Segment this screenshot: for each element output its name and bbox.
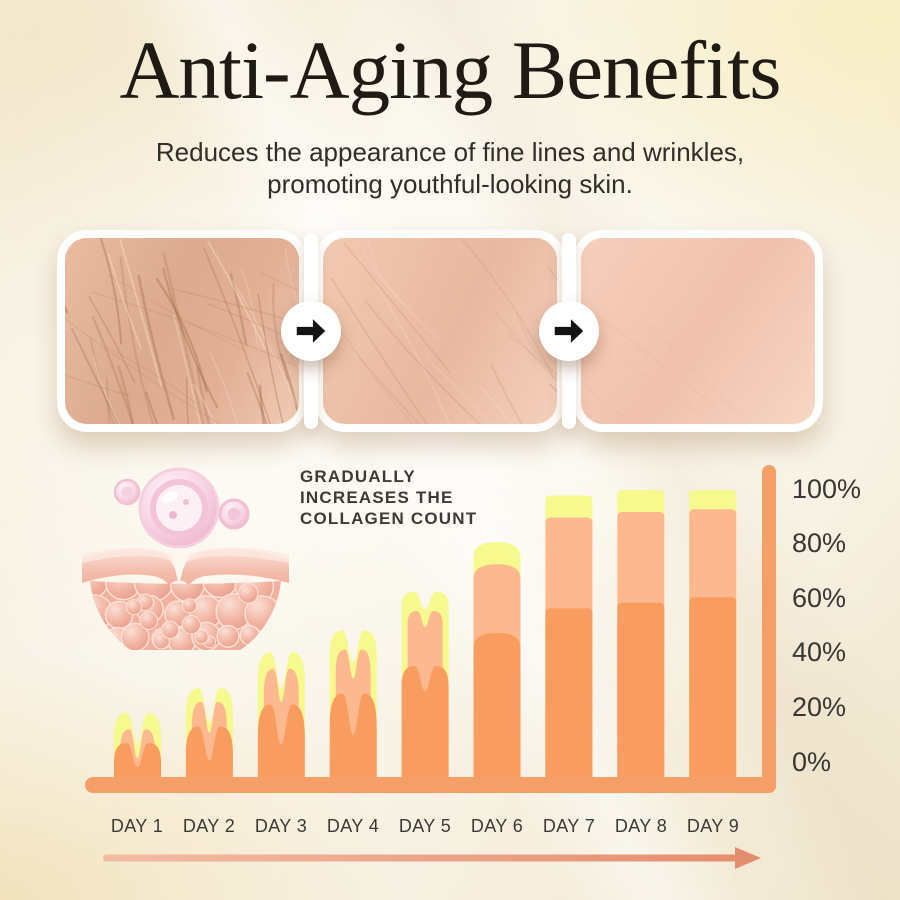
wrinkle-texture-light [323, 238, 557, 424]
bar-layer [329, 693, 377, 787]
subtitle-line-2: promoting youthful-looking skin. [267, 169, 633, 199]
bar-layer [401, 666, 449, 787]
x-tick-day2: DAY 2 [182, 816, 236, 836]
bar-layer [473, 633, 521, 787]
x-tick-day7: DAY 7 [542, 816, 596, 836]
y-tick: 40% [792, 637, 847, 667]
serum-collagen-skin-illustration-icon [82, 467, 289, 650]
y-tick: 80% [792, 528, 847, 558]
y-tick: 60% [792, 583, 847, 613]
bar-layer [257, 704, 305, 787]
page-title: Anti-Aging Benefits [119, 24, 781, 116]
x-tick-day6: DAY 6 [470, 816, 524, 836]
bar-layer [185, 726, 233, 787]
annotation-line-3: COLLAGEN COUNT [300, 509, 478, 528]
x-tick-day5: DAY 5 [398, 816, 452, 836]
bar-layer [545, 608, 593, 787]
x-tick-day3: DAY 3 [254, 816, 308, 836]
y-tick: 20% [792, 692, 847, 722]
smooth-skin-texture [581, 317, 744, 424]
chart-axis [762, 465, 776, 793]
chart-axis [85, 777, 776, 793]
y-tick: 100% [792, 474, 862, 504]
x-tick-day8: DAY 8 [614, 816, 668, 836]
page-subtitle: Reduces the appearance of fine lines and… [0, 136, 900, 200]
annotation-line-2: INCREASES THE [300, 488, 454, 507]
collagen-count-bar-chart [85, 465, 776, 793]
x-axis-labels: DAY 1 DAY 2 DAY 3 DAY 4 DAY 5 DAY 6 DAY … [101, 816, 749, 837]
wrinkle-texture-heavy [65, 238, 299, 424]
subtitle-line-1: Reduces the appearance of fine lines and… [155, 137, 745, 167]
bar-layer [689, 597, 737, 787]
annotation-line-1: GRADUALLY [300, 467, 416, 486]
arrow-right-icon [539, 301, 599, 361]
chart-annotation: GRADUALLY INCREASES THE COLLAGEN COUNT [300, 466, 477, 529]
skin-photo-during [315, 230, 565, 432]
skin-photo-after [573, 230, 823, 432]
x-tick-day9: DAY 9 [686, 816, 740, 836]
bar-layer [617, 602, 665, 787]
y-tick: 0% [792, 747, 832, 777]
x-tick-day4: DAY 4 [326, 816, 380, 836]
x-tick-day1: DAY 1 [110, 816, 164, 836]
skin-photo-before [57, 230, 307, 432]
timeline-arrow-right-icon [103, 847, 761, 869]
bar-layer [114, 743, 161, 787]
arrow-right-icon [281, 301, 341, 361]
